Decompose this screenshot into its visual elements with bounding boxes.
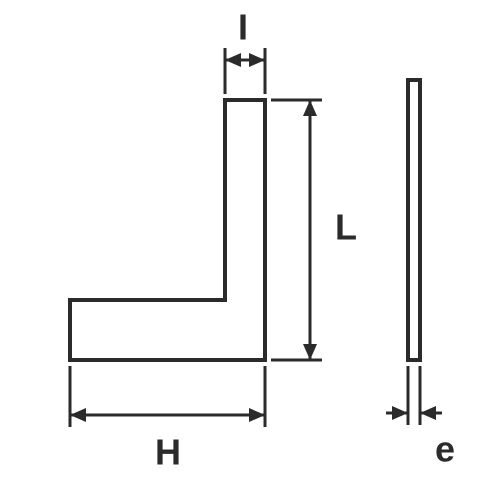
dim-label-h: H <box>155 432 181 473</box>
dim-label-i: I <box>238 7 248 48</box>
canvas-bg <box>0 0 500 500</box>
dim-label-l: L <box>335 207 357 248</box>
dim-label-e: e <box>435 429 455 470</box>
